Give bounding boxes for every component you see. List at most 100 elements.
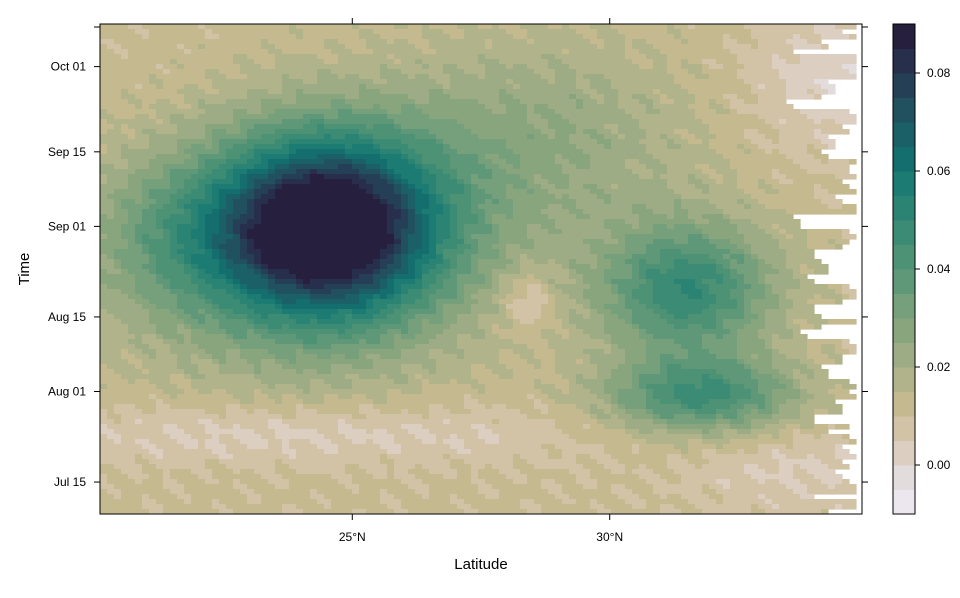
heatmap-cell xyxy=(100,314,115,320)
heatmap-cell xyxy=(765,494,801,500)
heatmap-cell xyxy=(198,439,206,445)
heatmap-cell xyxy=(723,104,731,110)
heatmap-cell xyxy=(387,79,437,85)
heatmap-cell xyxy=(702,509,752,514)
heatmap-cell xyxy=(212,79,283,85)
heatmap-cell xyxy=(352,334,381,340)
heatmap-cell xyxy=(478,134,528,140)
heatmap-cell xyxy=(688,324,703,330)
heatmap-cell xyxy=(373,194,381,200)
heatmap-cell xyxy=(142,364,178,370)
heatmap-cell xyxy=(632,264,640,270)
heatmap-cell xyxy=(457,449,472,455)
heatmap-cell xyxy=(471,409,521,415)
heatmap-cell xyxy=(779,419,815,425)
heatmap-cell xyxy=(205,109,234,115)
heatmap-cell xyxy=(100,229,122,235)
heatmap-cell xyxy=(506,294,528,300)
heatmap-cell xyxy=(282,179,311,185)
heatmap-cell xyxy=(779,294,787,300)
heatmap-cell xyxy=(184,339,192,345)
heatmap-cell xyxy=(233,179,241,185)
heatmap-cell xyxy=(716,149,745,155)
heatmap-cell xyxy=(611,194,682,200)
heatmap-cell xyxy=(534,104,549,110)
heatmap-cell xyxy=(436,244,458,250)
heatmap-cell xyxy=(352,489,360,495)
heatmap-cell xyxy=(149,459,206,465)
heatmap-cell xyxy=(485,189,507,195)
heatmap-cell xyxy=(709,399,738,405)
heatmap-cell xyxy=(422,209,444,215)
heatmap-cell xyxy=(744,199,759,205)
heatmap-cell xyxy=(478,389,486,395)
heatmap-cell xyxy=(156,354,178,360)
heatmap-cell xyxy=(723,434,759,440)
heatmap-cell xyxy=(800,404,843,410)
heatmap-cell xyxy=(702,344,738,350)
heatmap-cell xyxy=(485,154,500,160)
heatmap-cell xyxy=(590,474,640,480)
heatmap-cell xyxy=(709,239,731,245)
heatmap-cell xyxy=(142,199,157,205)
heatmap-cell xyxy=(604,329,640,335)
heatmap-cell xyxy=(660,254,710,260)
heatmap-cell xyxy=(100,479,108,485)
heatmap-cell xyxy=(604,44,626,50)
heatmap-cell xyxy=(576,459,598,465)
heatmap-cell xyxy=(471,204,479,210)
heatmap-cell xyxy=(240,64,262,70)
heatmap-cell xyxy=(184,499,192,505)
heatmap-cell xyxy=(380,144,409,150)
heatmap-cell xyxy=(254,374,346,380)
heatmap-cell xyxy=(611,264,633,270)
heatmap-cell xyxy=(520,84,577,90)
heatmap-cell xyxy=(611,234,626,240)
heatmap-cell xyxy=(737,224,759,230)
heatmap-cell xyxy=(807,339,843,345)
heatmap-cell xyxy=(450,84,514,90)
heatmap-cell xyxy=(842,234,857,240)
heatmap-cell xyxy=(737,229,766,235)
heatmap-cell xyxy=(639,464,647,470)
heatmap-cell xyxy=(576,199,605,205)
heatmap-cell xyxy=(114,484,164,490)
heatmap-cell xyxy=(219,194,227,200)
heatmap-cell xyxy=(632,364,661,370)
heatmap-cell xyxy=(415,194,430,200)
heatmap-cell xyxy=(226,274,234,280)
heatmap-cell xyxy=(352,394,367,400)
heatmap-cell xyxy=(772,389,801,395)
heatmap-cell xyxy=(835,299,843,305)
heatmap-cell xyxy=(814,79,829,85)
heatmap-cell xyxy=(380,489,388,495)
heatmap-cell xyxy=(639,259,647,265)
heatmap-cell xyxy=(464,404,486,410)
heatmap-cell xyxy=(219,69,241,75)
heatmap-cell xyxy=(723,374,752,380)
heatmap-cell xyxy=(520,454,549,460)
heatmap-cell xyxy=(366,164,381,170)
heatmap-cell xyxy=(163,484,185,490)
heatmap-cell xyxy=(135,104,143,110)
heatmap-cell xyxy=(415,259,430,265)
heatmap-cell xyxy=(408,219,416,225)
heatmap-cell xyxy=(464,34,514,40)
heatmap-cell xyxy=(247,234,395,240)
heatmap-cell xyxy=(611,374,633,380)
heatmap-cell xyxy=(331,364,353,370)
heatmap-cell xyxy=(723,154,787,160)
heatmap-cell xyxy=(569,389,591,395)
heatmap-cell xyxy=(793,369,801,375)
heatmap-cell xyxy=(513,369,556,375)
heatmap-cell xyxy=(737,244,752,250)
heatmap-cell xyxy=(730,259,738,265)
heatmap-cell xyxy=(268,169,276,175)
heatmap-cell xyxy=(793,334,808,340)
heatmap-cell xyxy=(254,469,276,475)
heatmap-cell xyxy=(583,239,605,245)
heatmap-cell xyxy=(436,79,451,85)
heatmap-cell xyxy=(485,279,493,285)
heatmap-cell xyxy=(100,469,122,475)
heatmap-cell xyxy=(590,284,612,290)
